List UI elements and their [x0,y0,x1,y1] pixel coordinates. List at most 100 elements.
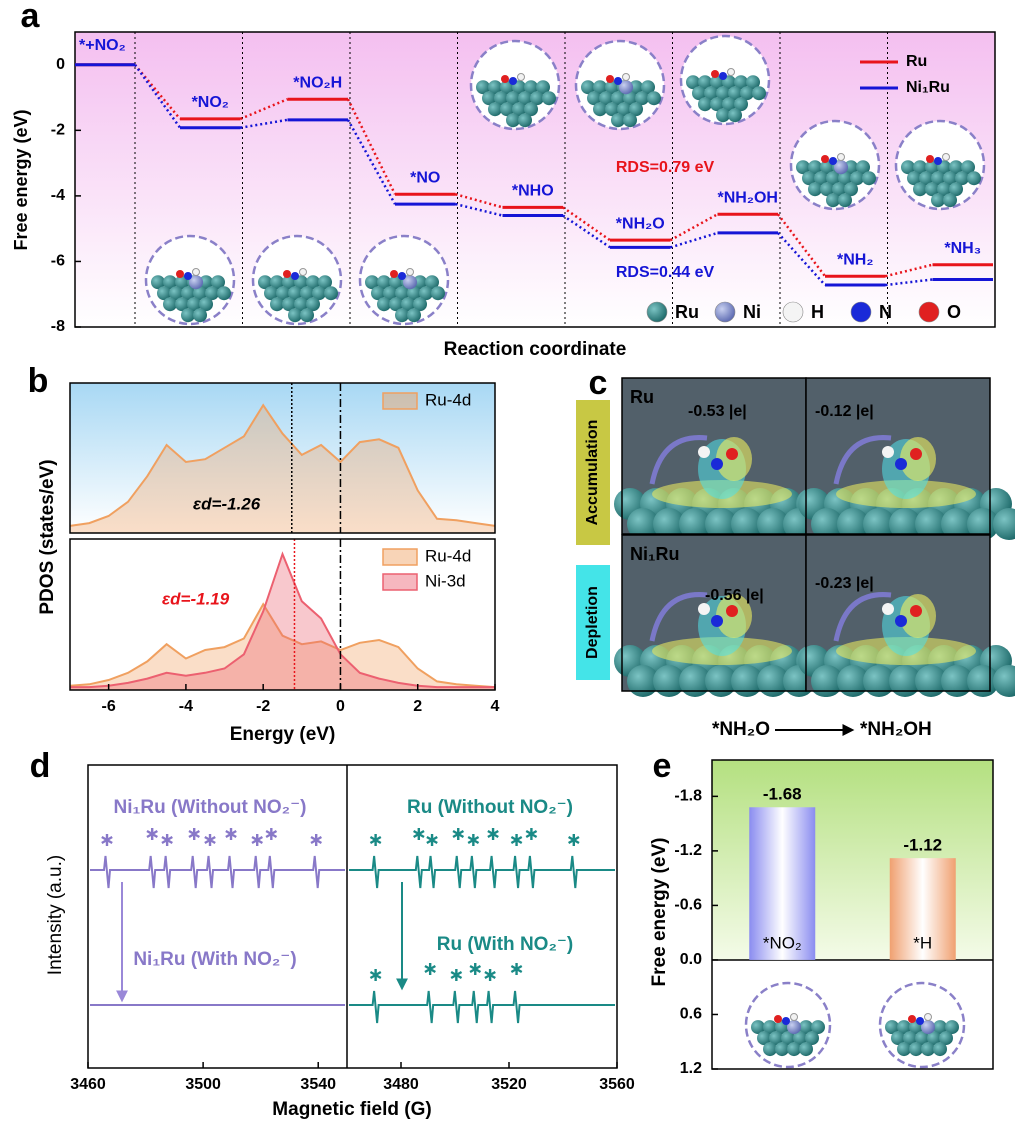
y-axis-label: Free energy (eV) [649,838,670,987]
atom [395,286,409,301]
atom [395,308,409,323]
x-tick-label: 3540 [300,1076,336,1093]
atom [199,297,213,312]
atom [808,160,822,175]
atom [826,193,840,208]
atom [500,102,514,117]
atom [211,275,225,290]
reaction-to: *NH₂OH [860,719,932,740]
atom [882,603,894,615]
atom [787,1020,801,1035]
atom [679,508,711,540]
atom [291,272,299,280]
peak-marker [424,963,436,975]
atom [698,446,710,458]
atom-swatch [918,301,940,323]
x-tick-label: 3460 [70,1076,106,1093]
atom [949,160,963,175]
atom-swatch [646,301,668,323]
atom [705,508,737,540]
x-tick-label: 0 [336,698,345,715]
atom [993,665,1015,697]
pdos-line [69,403,496,527]
atom [518,91,532,106]
plot-frame [87,764,618,1069]
x-tick-label: 3560 [599,1076,635,1093]
step-label: *NH₃ [944,240,981,257]
atom [627,508,659,540]
atom [407,286,421,301]
atom [775,1042,789,1057]
atom [312,286,326,301]
peak-marker [510,834,523,846]
peak-marker [146,828,158,840]
legend-label: Ru-4d [425,390,471,409]
atom-swatch [850,301,872,323]
atom [811,1020,825,1035]
pdos-line [70,551,495,689]
atom [993,508,1015,540]
step-label: *+NO₂ [79,37,126,54]
atom [258,275,272,290]
atom [897,1020,911,1035]
atom [838,171,852,186]
atom [425,275,439,290]
atom [371,286,385,301]
peak-marker [310,834,323,846]
atom [389,297,403,312]
atom [925,182,939,197]
peak-marker [225,828,237,840]
atom [518,113,532,128]
atom [838,193,852,208]
atom [862,171,876,186]
atom [611,113,625,128]
atom [593,80,607,95]
panel-label: b [28,362,49,400]
atom [844,160,858,175]
atom-label: Ru [675,302,699,322]
atom [889,665,921,697]
atom [619,80,633,95]
atom [711,458,723,470]
cell-frame [805,534,991,692]
atom [757,665,789,697]
atom [324,286,338,301]
atom [967,665,999,697]
atom-label: Ni [743,302,761,322]
atom [482,91,496,106]
atom [692,86,706,101]
atom [863,665,895,697]
atom [711,615,723,627]
atom [943,171,957,186]
atom [698,603,710,615]
panel-label: d [30,747,51,785]
category-label: *H [913,933,932,952]
category-label: *NO₂ [763,933,802,952]
atom [913,182,927,197]
d-band-label: εd=-1.26 [193,494,261,513]
atom [895,615,907,627]
atom [318,275,332,290]
x-tick-label: -2 [256,698,270,715]
atom [740,86,754,101]
atom [769,1031,783,1046]
y-tick-label: -2 [51,122,65,139]
x-tick-label: 3480 [383,1076,419,1093]
atom [587,91,601,106]
peak-marker [510,963,523,975]
atom [891,1031,905,1046]
atom [506,113,520,128]
atom [536,80,550,95]
atom [614,77,622,85]
series-label: Ru (Without NO₂⁻) [407,797,573,818]
peak-marker [484,969,496,981]
atom [908,1015,916,1023]
peak-marker [204,834,216,846]
atom [299,268,307,276]
atom [605,102,619,117]
atom [476,80,490,95]
connector [455,193,503,209]
atom [488,102,502,117]
atom [653,665,685,697]
atom [919,171,933,186]
